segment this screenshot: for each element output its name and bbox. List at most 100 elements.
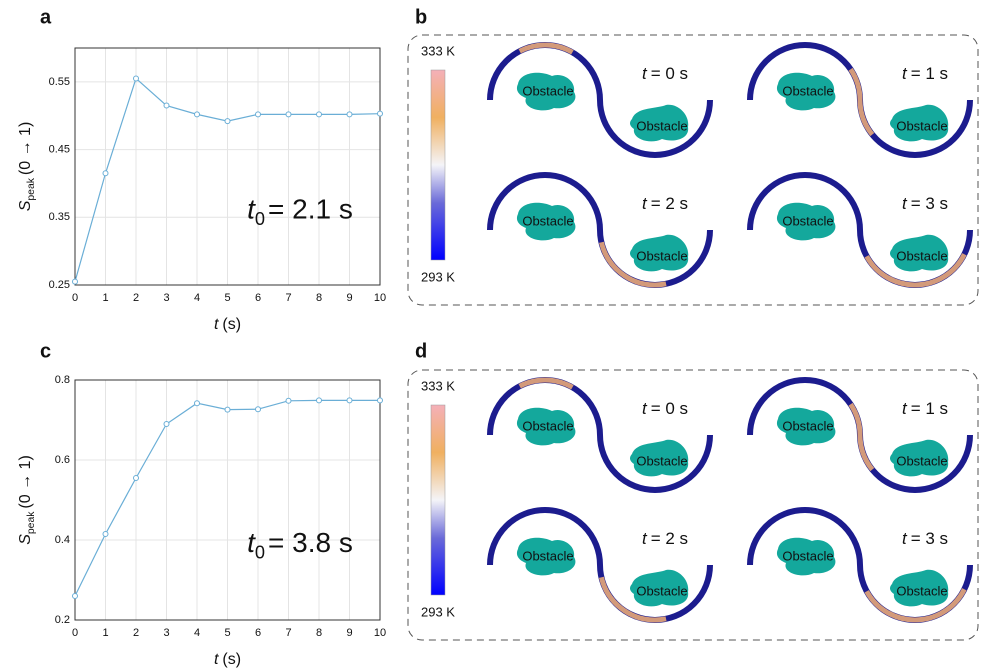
symbol: t <box>247 194 256 225</box>
x-tick-label: 1 <box>102 627 108 639</box>
x-axis-label: t (s) <box>214 316 241 333</box>
marker <box>377 397 383 404</box>
marker <box>72 593 78 599</box>
marker <box>72 278 78 285</box>
text: = 0 s <box>651 64 688 83</box>
obstacle-label: Obstacle <box>636 248 687 263</box>
x-tick-label: 6 <box>255 627 261 639</box>
frame: Obstacle Obstacle t = 3 s <box>747 507 973 623</box>
obstacle-label: Obstacle <box>636 453 687 468</box>
y-tick-label: 0.55 <box>49 76 70 88</box>
obstacle <box>776 407 836 446</box>
track <box>487 42 713 158</box>
obstacle-label: Obstacle <box>896 248 947 263</box>
text: = 2 s <box>651 194 688 213</box>
track <box>487 172 713 288</box>
x-tick-label: 0 <box>72 627 78 639</box>
obstacle <box>890 234 949 272</box>
time-label: t = 0 s <box>642 399 688 418</box>
obstacle <box>516 72 576 111</box>
panel-border <box>407 34 979 306</box>
frame: Obstacle Obstacle t = 0 s <box>487 377 713 493</box>
symbol: t <box>902 194 908 213</box>
obstacle <box>776 202 836 241</box>
colorbar-max: 333 K <box>421 43 455 58</box>
plot-frame <box>74 47 381 286</box>
text: (0 → 1) <box>17 122 34 175</box>
panel-label: b <box>415 6 427 28</box>
text: (s) <box>222 651 241 668</box>
x-tick-label: 7 <box>285 627 291 639</box>
time-label: t = 1 s <box>902 399 948 418</box>
panel-label: a <box>40 6 52 28</box>
track <box>487 377 713 493</box>
symbol: t <box>642 529 648 548</box>
annotation: t0 = 3.8 s <box>247 527 353 562</box>
marker <box>255 111 261 118</box>
time-label: t = 2 s <box>642 529 688 548</box>
obstacle-label: Obstacle <box>782 548 833 563</box>
colorbar <box>430 69 446 261</box>
x-tick-label: 5 <box>224 292 230 304</box>
y-tick-label: 0.2 <box>55 614 70 626</box>
hot-segment <box>747 377 973 493</box>
obstacle <box>630 439 689 477</box>
marker <box>346 397 353 404</box>
time-label: t = 3 s <box>902 194 948 213</box>
subscript: peak <box>26 177 37 200</box>
obstacle <box>890 569 949 607</box>
panel-label: d <box>415 340 427 362</box>
frame: Obstacle Obstacle t = 1 s <box>747 377 973 493</box>
frame: Obstacle Obstacle t = 2 s <box>487 507 713 623</box>
y-tick-label: 0.35 <box>49 211 70 223</box>
symbol: t <box>214 651 219 668</box>
symbol: S <box>17 200 34 211</box>
obstacle <box>630 569 689 607</box>
obstacle-label: Obstacle <box>782 418 833 433</box>
time-label: t = 3 s <box>902 529 948 548</box>
obstacle-label: Obstacle <box>522 83 573 98</box>
obstacle-label: Obstacle <box>636 583 687 598</box>
time-label: t = 1 s <box>902 64 948 83</box>
obstacle <box>890 104 949 142</box>
annotation: t0 = 2.1 s <box>247 194 353 229</box>
x-tick-label: 4 <box>194 627 200 639</box>
x-tick-label: 2 <box>133 627 139 639</box>
colorbar-min: 293 K <box>421 604 455 619</box>
obstacle-label: Obstacle <box>522 418 573 433</box>
obstacle <box>516 537 576 576</box>
subscript: 0 <box>255 209 265 229</box>
x-tick-label: 7 <box>285 292 291 304</box>
marker <box>285 397 292 404</box>
obstacle-label: Obstacle <box>782 213 833 228</box>
marker <box>285 111 292 118</box>
y-axis-label: Speak (0 → 1) <box>17 122 36 212</box>
x-tick-label: 4 <box>194 292 200 304</box>
text: = 1 s <box>911 399 948 418</box>
x-tick-label: 9 <box>346 292 352 304</box>
marker <box>102 531 109 537</box>
marker <box>163 102 170 109</box>
colorbar-max: 333 K <box>421 378 455 393</box>
marker <box>163 421 170 427</box>
colorbar-min: 293 K <box>421 269 455 284</box>
subscript: 0 <box>255 542 265 562</box>
symbol: t <box>642 399 648 418</box>
y-tick-label: 0.45 <box>49 143 70 155</box>
x-tick-label: 1 <box>102 292 108 304</box>
x-tick-label: 5 <box>224 627 230 639</box>
obstacle <box>890 439 949 477</box>
obstacle-label: Obstacle <box>896 118 947 133</box>
y-tick-label: 0.4 <box>55 534 70 546</box>
y-axis-label: Speak (0 → 1) <box>17 455 36 545</box>
symbol: t <box>642 64 648 83</box>
obstacle <box>630 104 689 142</box>
marker <box>133 475 139 481</box>
text: (s) <box>222 316 241 333</box>
text: = 0 s <box>651 399 688 418</box>
x-tick-label: 0 <box>72 292 78 304</box>
text: = 2 s <box>651 529 688 548</box>
y-tick-label: 0.8 <box>55 374 70 386</box>
